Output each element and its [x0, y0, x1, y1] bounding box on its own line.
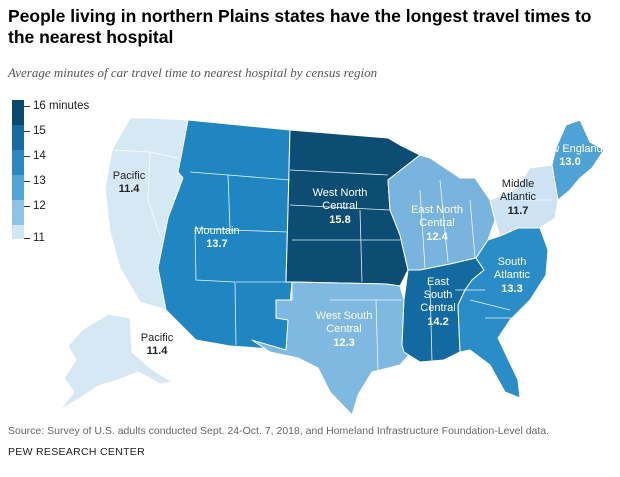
label-wsc-name-1: West South	[316, 310, 373, 322]
label-mountain-value: 13.7	[206, 238, 227, 250]
label-wnc-name-2: Central	[322, 200, 357, 212]
label-alaska-value: 11.4	[147, 345, 169, 357]
region-east-north-central	[387, 154, 496, 271]
label-esc-name-3: Central	[420, 302, 455, 314]
label-enc-value: 12.4	[426, 231, 448, 243]
legend-swatch-14	[12, 150, 24, 175]
label-sa-name-1: South	[498, 256, 527, 268]
label-mountain-name: Mountain	[194, 225, 239, 237]
legend-label-14: 14	[33, 150, 46, 162]
label-wsc-value: 12.3	[333, 337, 354, 349]
state-boundaries	[111, 149, 552, 373]
region-new-england	[551, 119, 605, 201]
legend-label-15: 15	[33, 125, 46, 137]
legend-label-13: 13	[33, 175, 46, 187]
label-esc-value: 14.2	[427, 316, 448, 328]
color-legend: 16 minutes 15 14 13 12 11	[8, 98, 108, 248]
label-ne-value: 13.0	[559, 156, 580, 168]
label-sa-value: 13.3	[501, 283, 522, 295]
legend-label-16: 16 minutes	[33, 100, 90, 112]
source-note: Source: Survey of U.S. adults conducted …	[8, 425, 550, 437]
label-ma-name-2: Atlantic	[500, 191, 537, 203]
label-pacific-value: 11.4	[119, 183, 141, 195]
legend-label-11: 11	[33, 232, 45, 244]
label-esc-name-1: East	[427, 276, 449, 288]
region-pacific-alaska	[59, 313, 173, 411]
legend-swatch-15	[12, 125, 24, 150]
org-credit: PEW RESEARCH CENTER	[8, 446, 145, 458]
label-wsc-name-2: Central	[326, 323, 361, 335]
legend-label-12: 12	[33, 200, 46, 212]
legend-swatch-13	[12, 175, 24, 200]
label-ne-name: New England	[537, 143, 602, 155]
label-esc-name-2: South	[424, 289, 453, 301]
label-alaska-name: Pacific	[141, 332, 174, 344]
region-west-south-central	[251, 281, 411, 416]
label-pacific-name: Pacific	[113, 170, 146, 182]
legend-swatch-16	[12, 100, 24, 125]
label-wnc-value: 15.8	[329, 214, 350, 226]
label-ma-name-1: Middle	[502, 178, 534, 190]
legend-swatch-11	[12, 225, 24, 239]
label-enc-name-1: East North	[411, 204, 463, 216]
label-ma-value: 11.7	[508, 205, 529, 217]
label-sa-name-2: Atlantic	[494, 269, 531, 281]
chart-title: People living in northern Plains states …	[8, 6, 592, 47]
legend-swatch-12	[12, 200, 24, 225]
label-wnc-name-1: West North	[313, 187, 368, 199]
chart-subtitle: Average minutes of car travel time to ne…	[8, 65, 378, 80]
label-enc-name-2: Central	[419, 217, 454, 229]
